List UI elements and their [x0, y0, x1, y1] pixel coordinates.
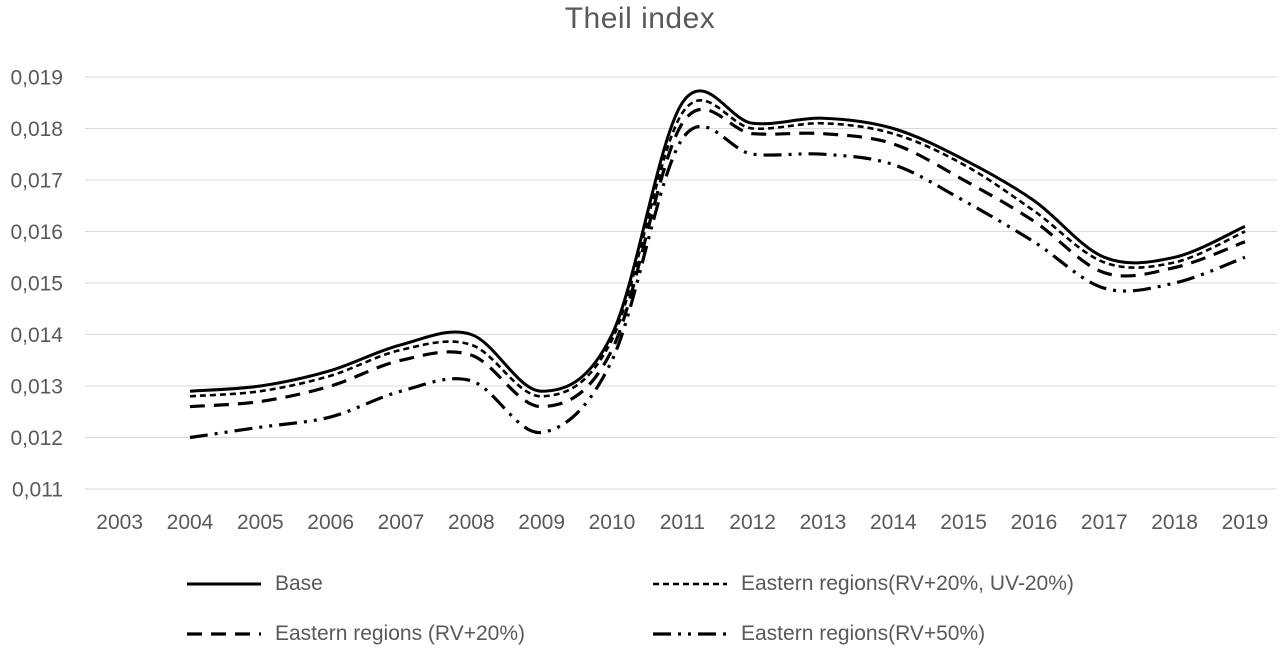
series-line-1 [189, 99, 1246, 398]
legend-item-rv20: Eastern regions (RV+20%) [186, 618, 525, 648]
x-axis-tick-label: 2003 [96, 511, 143, 534]
legend-item-base: Base [186, 568, 323, 600]
legend-item-rv20-uv20: Eastern regions(RV+20%, UV-20%) [652, 568, 1074, 600]
x-axis-tick-label: 2008 [448, 511, 495, 534]
x-axis-tick-label: 2006 [307, 511, 354, 534]
x-axis-tick-label: 2004 [167, 511, 214, 534]
plot-area: 0,019 0,018 0,017 0,016 0,015 0,014 0,013 0,012… [10, 67, 1277, 534]
y-axis-tick-label: 0,018 [10, 118, 63, 141]
y-axis-tick-label: 0,013 [10, 376, 63, 399]
y-axis-tick-label: 0,016 [10, 221, 63, 244]
x-axis-tick-label: 2009 [518, 511, 565, 534]
y-axis-tick-label: 0,015 [10, 273, 63, 296]
x-axis-tick-label: 2018 [1151, 511, 1198, 534]
chart-title: Theil index [564, 2, 716, 35]
legend-line-sample-dashed [187, 632, 261, 636]
legend-line-sample-dotted [653, 582, 727, 586]
x-axis-tick-label: 2017 [1081, 511, 1128, 534]
x-axis-tick-label: 2013 [800, 511, 847, 534]
y-axis-tick-label: 0,012 [10, 427, 63, 450]
x-axis-tick-label: 2011 [660, 511, 705, 534]
x-axis-tick-label: 2005 [237, 511, 284, 534]
x-axis-tick-label: 2016 [1011, 511, 1058, 534]
y-axis-tick-label: 0,014 [10, 324, 63, 347]
x-axis-tick-label: 2014 [870, 511, 917, 534]
x-axis-tick-label: 2010 [589, 511, 636, 534]
y-axis-tick-label: 0,011 [12, 479, 63, 502]
y-axis-tick-label: 0,017 [10, 170, 63, 193]
x-axis-tick-label: 2019 [1222, 511, 1269, 534]
legend-label-rv20: Eastern regions (RV+20%) [275, 622, 525, 645]
legend-label-rv50: Eastern regions(RV+50%) [741, 622, 986, 645]
x-axis-tick-label: 2012 [729, 511, 776, 534]
series-line-0 [189, 89, 1246, 393]
series-line-2 [189, 107, 1246, 409]
x-axis-tick-label: 2015 [940, 511, 987, 534]
legend-line-sample-solid [187, 582, 261, 586]
x-axis-tick-label: 2007 [378, 511, 425, 534]
legend-label-base: Base [275, 572, 323, 595]
legend-item-rv50: Eastern regions(RV+50%) [652, 618, 985, 648]
y-axis-tick-label: 0,019 [10, 67, 63, 90]
legend-line-sample-dash-dot-dot [653, 632, 727, 636]
legend-label-rv20-uv20: Eastern regions(RV+20%, UV-20%) [741, 572, 1074, 595]
series-line-3 [189, 124, 1246, 440]
